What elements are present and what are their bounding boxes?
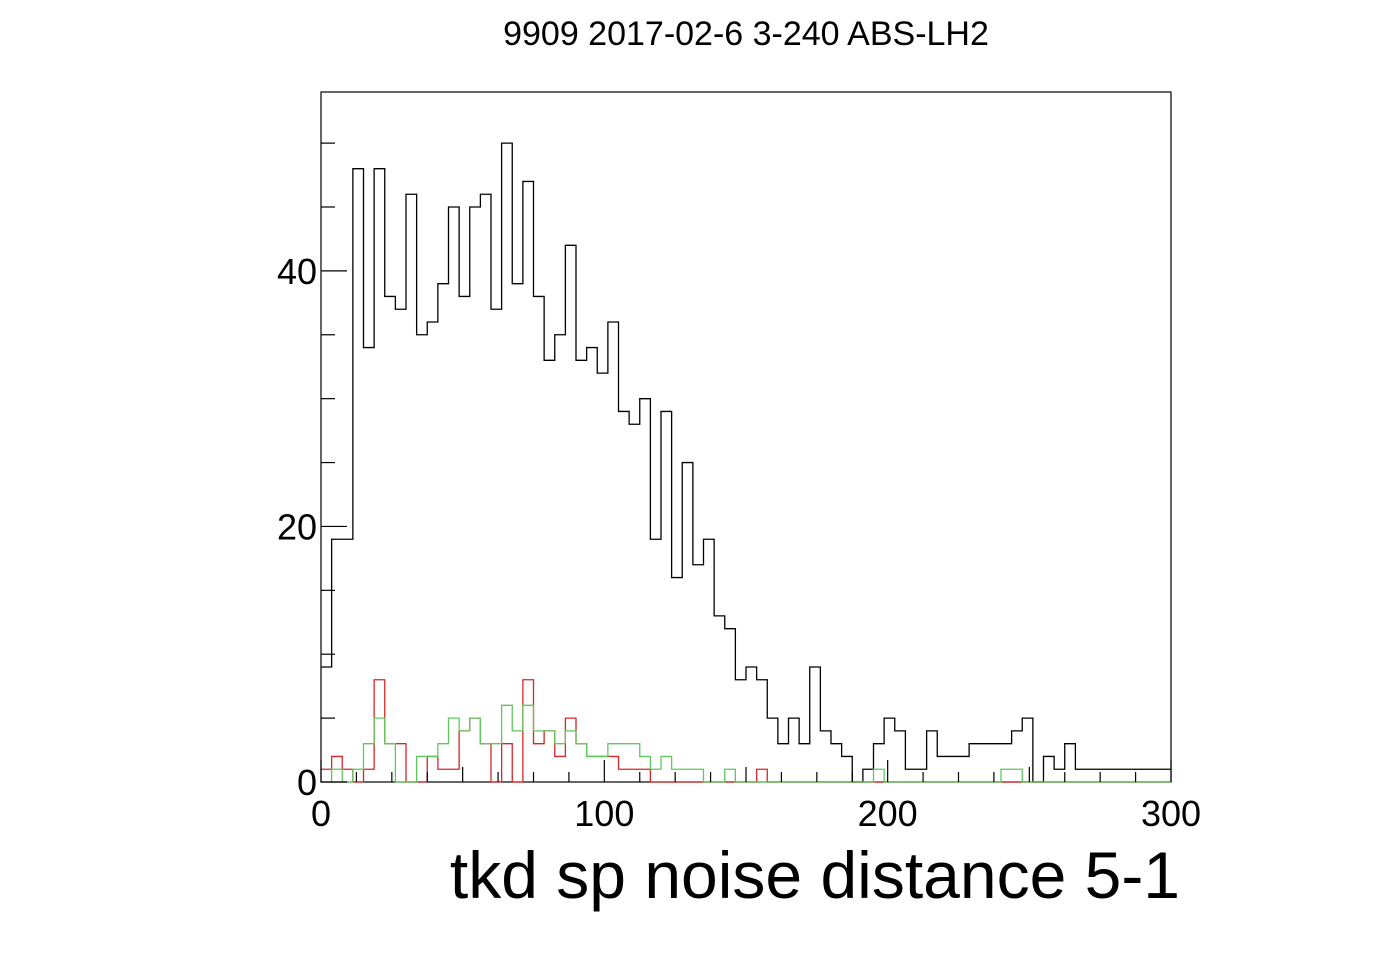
histogram-series-0 (321, 142, 1171, 783)
histogram-series-2 (321, 704, 1171, 783)
y-tick-label: 20 (277, 506, 317, 547)
chart-title: 9909 2017-02-6 3-240 ABS-LH2 (503, 15, 989, 53)
y-tick-label: 0 (297, 762, 317, 803)
x-tick-label: 100 (574, 793, 634, 834)
x-tick-label: 200 (858, 793, 918, 834)
x-tick-label: 300 (1141, 793, 1201, 834)
x-tick-label: 0 (311, 793, 331, 834)
series-layer (321, 142, 1171, 783)
axis-layer: 0 100 200 300 0 20 40 (277, 142, 1201, 834)
x-axis-label: tkd sp noise distance 5-1 (450, 838, 1180, 912)
y-tick-label: 40 (277, 251, 317, 292)
